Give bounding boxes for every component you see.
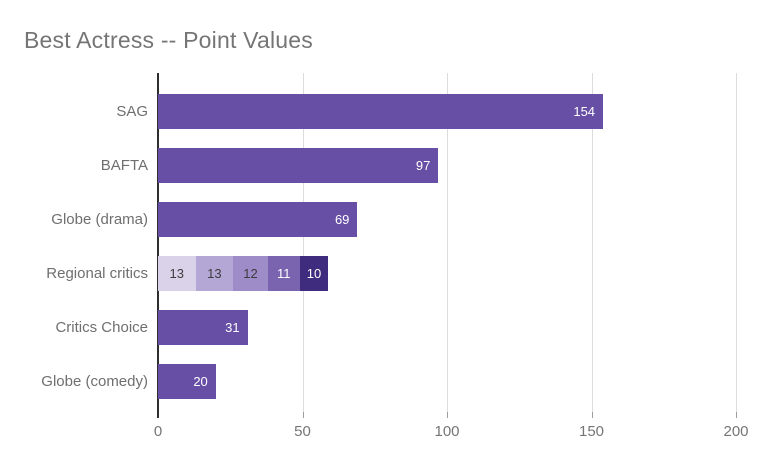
bar-segment: 11 [267,255,300,291]
bar-value-label: 154 [573,103,596,119]
x-axis-labels: 0 50 100 150 200 [154,423,749,441]
bar-segment: 13 [195,255,234,291]
category-label: Critics Choice [55,318,148,336]
x-tick-label: 50 [294,423,311,440]
bar-row: 97 [158,138,736,192]
category-labels: SAG BAFTA Globe (drama) Regional critics Cri… [0,84,148,408]
chart-title: Best Actress -- Point Values [24,27,313,53]
zero-axis-line [157,73,159,412]
gridline [736,73,737,412]
category-label: BAFTA [100,156,148,174]
axis-tick [736,412,737,418]
bar-value-label: 11 [276,265,291,281]
bar-row: 69 [158,192,736,246]
category-label: Globe (drama) [51,210,148,228]
bar-segment: 13 [158,255,196,291]
bar-segment: 10 [299,255,329,291]
x-tick-label: 150 [578,423,605,440]
x-tick-label: 100 [434,423,460,440]
category-label: Globe (comedy) [41,372,148,390]
x-tick-label: 0 [153,423,163,440]
bar-value-label: 31 [225,319,240,335]
bar-segment: 20 [158,363,216,399]
bar-value-label: 13 [169,265,185,281]
bar-rows: 154 97 69 13 13 12 11 10 31 20 [158,84,736,408]
x-tick-label: 200 [723,423,749,440]
bar-segment: 12 [233,255,268,291]
category-label: SAG [116,102,148,120]
bar-value-label: 20 [193,373,208,389]
bar-value-label: 69 [334,211,350,227]
gridline [302,73,304,412]
bar-row: 13 13 12 11 10 [158,246,736,300]
bar-segment: 31 [158,309,248,345]
bar-segment: 97 [158,147,439,183]
bar-row: 154 [158,84,736,138]
bar-stack: 97 [158,147,439,183]
gridline [447,73,448,412]
bar-row: 31 [158,300,736,354]
bar-stack: 20 [158,363,216,399]
bar-segment: 154 [158,93,604,129]
bar-stack: 154 [158,93,604,129]
bar-stack: 69 [158,201,358,237]
axis-tick [591,412,593,418]
gridline [591,73,593,412]
bar-stack: 13 13 12 11 10 [158,255,329,291]
bar-row: 20 [158,354,736,408]
axis-tick [302,412,304,418]
bar-value-label: 13 [207,265,222,281]
bar-stack: 31 [158,309,248,345]
axis-tick [157,412,159,418]
plot-area: 154 97 69 13 13 12 11 10 31 20 [157,73,737,418]
bar-value-label: 10 [306,265,322,281]
bar-value-label: 12 [243,265,258,281]
bar-value-label: 97 [415,157,431,173]
axis-tick [447,412,448,418]
category-label: Regional critics [46,264,148,282]
bar-segment: 69 [158,201,358,237]
